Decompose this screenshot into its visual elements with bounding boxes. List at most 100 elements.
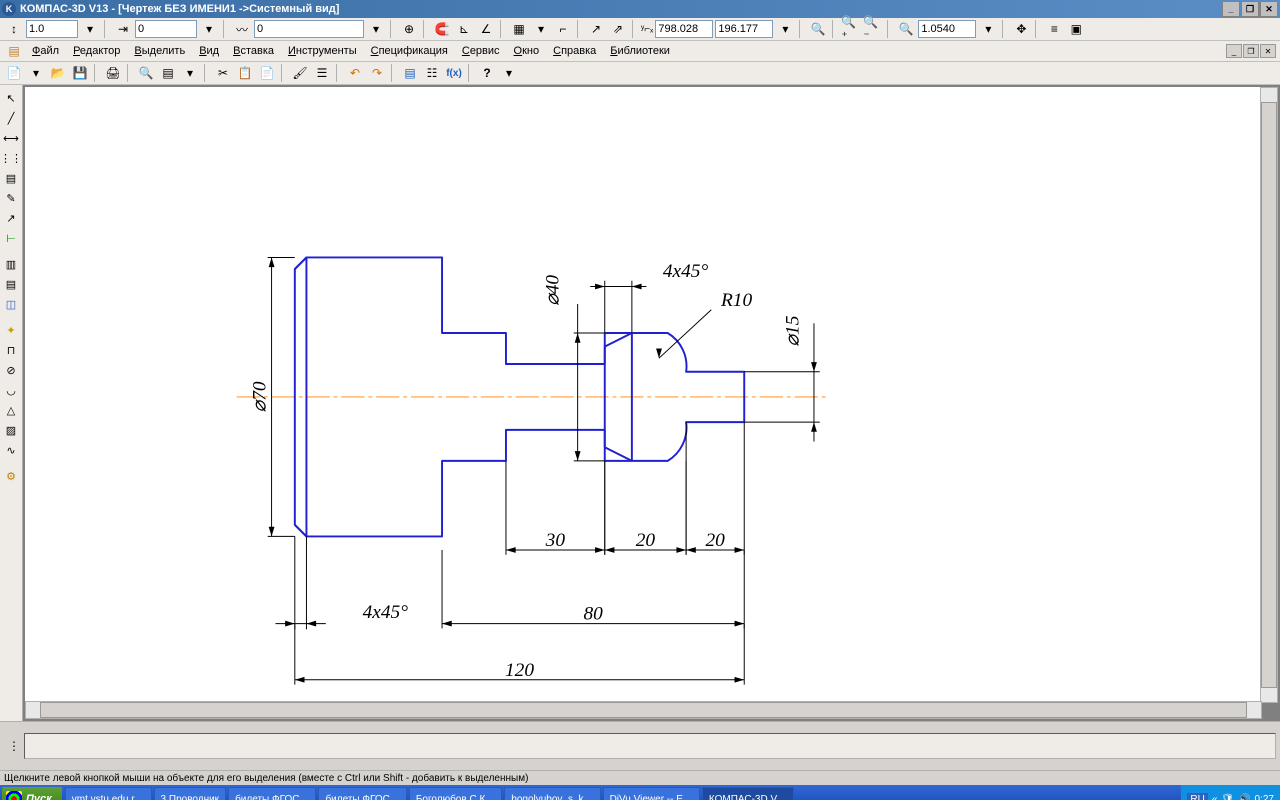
- insert-tool-icon[interactable]: ◫: [2, 295, 20, 313]
- cut-icon[interactable]: ✂: [213, 63, 233, 83]
- panel-handle-icon[interactable]: ⋮: [4, 736, 24, 756]
- scrollbar-horizontal[interactable]: [25, 701, 1262, 719]
- property-field[interactable]: [24, 733, 1276, 759]
- help-icon[interactable]: ?: [477, 63, 497, 83]
- menu-view[interactable]: Вид: [193, 43, 225, 59]
- taskbar-item[interactable]: Боголюбов С.К…: [409, 787, 502, 800]
- style-input[interactable]: [254, 20, 364, 38]
- menu-file[interactable]: Файл: [26, 43, 65, 59]
- step-input[interactable]: [135, 20, 197, 38]
- shape-tool-icon[interactable]: △: [2, 401, 20, 419]
- aux-tool-icon[interactable]: ✦: [2, 321, 20, 339]
- magnet-icon[interactable]: 🧲: [432, 19, 452, 39]
- copy-icon[interactable]: 📋: [235, 63, 255, 83]
- maximize-button[interactable]: ❐: [1241, 1, 1259, 17]
- new-icon[interactable]: 📄: [4, 63, 24, 83]
- undo-icon[interactable]: ↶: [345, 63, 365, 83]
- paste-icon[interactable]: 📄: [257, 63, 277, 83]
- dropdown-icon[interactable]: ▾: [366, 19, 386, 39]
- edit2-tool-icon[interactable]: ✎: [2, 189, 20, 207]
- taskbar-item[interactable]: DjVu Viewer -- E…: [603, 787, 700, 800]
- open-icon[interactable]: 📂: [48, 63, 68, 83]
- dropdown-icon[interactable]: ▾: [199, 19, 219, 39]
- menu-libs[interactable]: Библиотеки: [604, 43, 676, 59]
- edit-tool-icon[interactable]: ▤: [2, 169, 20, 187]
- menu-spec[interactable]: Спецификация: [365, 43, 454, 59]
- zoom-input[interactable]: [918, 20, 976, 38]
- taskbar-item[interactable]: билеты ФГОС…: [228, 787, 316, 800]
- views-icon[interactable]: ▣: [1066, 19, 1086, 39]
- current-state-icon[interactable]: ↕: [4, 19, 24, 39]
- dropdown-icon[interactable]: ▾: [531, 19, 551, 39]
- dropdown-icon[interactable]: ▾: [80, 19, 100, 39]
- mdi-restore-button[interactable]: ❐: [1243, 44, 1259, 58]
- select-tool-icon[interactable]: ↖: [2, 89, 20, 107]
- snap2-icon[interactable]: ↗: [586, 19, 606, 39]
- coord-y[interactable]: [715, 20, 773, 38]
- pan-icon[interactable]: ✥: [1011, 19, 1031, 39]
- dropdown-icon[interactable]: ▾: [180, 63, 200, 83]
- file-icon[interactable]: ▤: [4, 41, 24, 61]
- linestyle-icon[interactable]: 〰: [232, 19, 252, 39]
- mdi-min-button[interactable]: _: [1226, 44, 1242, 58]
- menu-window[interactable]: Окно: [508, 43, 546, 59]
- menu-tools[interactable]: Инструменты: [282, 43, 363, 59]
- vars-icon[interactable]: f(x): [444, 63, 464, 83]
- dropdown-icon[interactable]: ▾: [26, 63, 46, 83]
- minimize-button[interactable]: _: [1222, 1, 1240, 17]
- snap-icon[interactable]: ⊕: [399, 19, 419, 39]
- taskbar-item[interactable]: КОМПАС-3D V…: [702, 787, 794, 800]
- hatch-tool-icon[interactable]: ▨: [2, 421, 20, 439]
- ortho-icon[interactable]: ⊾: [454, 19, 474, 39]
- menu-help[interactable]: Справка: [547, 43, 602, 59]
- coord-x[interactable]: [655, 20, 713, 38]
- start-button[interactable]: Пуск: [2, 787, 62, 800]
- measure-tool-icon[interactable]: ⊢: [2, 229, 20, 247]
- grid-icon[interactable]: ▦: [509, 19, 529, 39]
- angle-icon[interactable]: ∠: [476, 19, 496, 39]
- preview-icon[interactable]: 🔍: [136, 63, 156, 83]
- properties-icon[interactable]: ☰: [312, 63, 332, 83]
- curve-tool-icon[interactable]: ∿: [2, 441, 20, 459]
- menu-service[interactable]: Сервис: [456, 43, 506, 59]
- taskbar-item[interactable]: 3 Проводник: [154, 787, 227, 800]
- param-tool-icon[interactable]: ↗: [2, 209, 20, 227]
- dropdown-icon[interactable]: ▾: [775, 19, 795, 39]
- dropdown-icon[interactable]: ▾: [978, 19, 998, 39]
- spec-tool-icon[interactable]: ▥: [2, 255, 20, 273]
- snap3-icon[interactable]: ⇗: [608, 19, 628, 39]
- system-tray[interactable]: RU « 🛡 🔊 0:27: [1181, 785, 1280, 800]
- dim-tool-icon[interactable]: ⟷: [2, 129, 20, 147]
- dropdown-icon[interactable]: ▾: [499, 63, 519, 83]
- zoom-in-icon[interactable]: 🔍⁺: [841, 19, 861, 39]
- lang-indicator[interactable]: RU: [1187, 793, 1207, 800]
- taskbar-item[interactable]: bogolyubov_s_k…: [504, 787, 600, 800]
- spline-tool-icon[interactable]: ⊘: [2, 361, 20, 379]
- zoom-window-icon[interactable]: 🔍: [808, 19, 828, 39]
- macro-tool-icon[interactable]: ⚙: [2, 467, 20, 485]
- taskbar-item[interactable]: билеты ФГОС…: [318, 787, 406, 800]
- zoom-fit-icon[interactable]: 🔍: [896, 19, 916, 39]
- menu-editor[interactable]: Редактор: [67, 43, 126, 59]
- canvas[interactable]: ⌀70⌀40⌀15R104x45°302020801204x45°: [23, 85, 1280, 721]
- clock[interactable]: 0:27: [1255, 794, 1274, 800]
- line-tool-icon[interactable]: ╱: [2, 109, 20, 127]
- format-icon[interactable]: 🖌: [290, 63, 310, 83]
- props-icon[interactable]: ▤: [158, 63, 178, 83]
- scrollbar-vertical[interactable]: [1260, 87, 1278, 703]
- tray-icon[interactable]: 🔊: [1238, 794, 1250, 800]
- text-tool-icon[interactable]: ⋮⋮: [2, 149, 20, 167]
- save-icon[interactable]: 💾: [70, 63, 90, 83]
- tree-icon[interactable]: ▤: [400, 63, 420, 83]
- tray-icon[interactable]: 🛡: [1221, 794, 1234, 800]
- libs-icon[interactable]: ☷: [422, 63, 442, 83]
- zoom-out-icon[interactable]: 🔍⁻: [863, 19, 883, 39]
- redo-icon[interactable]: ↷: [367, 63, 387, 83]
- print-icon[interactable]: 🖨: [103, 63, 123, 83]
- ucs-icon[interactable]: ⌐: [553, 19, 573, 39]
- mdi-close-button[interactable]: ✕: [1260, 44, 1276, 58]
- scale-input[interactable]: [26, 20, 78, 38]
- step-icon[interactable]: ⇥: [113, 19, 133, 39]
- layers-icon[interactable]: ≡: [1044, 19, 1064, 39]
- taskbar-item[interactable]: vmt.vstu.edu.r…: [65, 787, 152, 800]
